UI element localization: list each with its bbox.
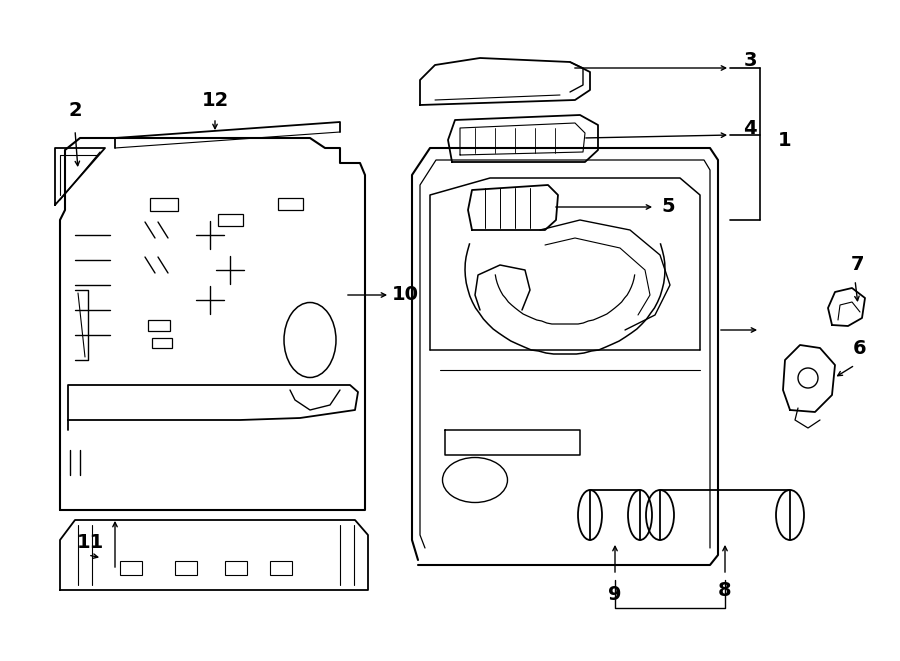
Bar	[225, 561, 247, 575]
Text: 9: 9	[608, 586, 622, 605]
Bar	[152, 338, 172, 348]
Bar	[278, 198, 303, 210]
Text: 8: 8	[718, 580, 732, 600]
Bar	[150, 198, 178, 211]
Text: 7: 7	[851, 256, 865, 274]
Bar	[120, 561, 142, 575]
Bar	[218, 214, 243, 226]
Text: 5: 5	[662, 198, 675, 217]
Text: 4: 4	[743, 118, 757, 137]
Bar	[148, 320, 170, 331]
Text: 2: 2	[68, 100, 82, 120]
Bar	[270, 561, 292, 575]
Text: 11: 11	[76, 533, 104, 551]
Text: 10: 10	[392, 286, 418, 305]
Bar	[175, 561, 197, 575]
Text: 12: 12	[202, 91, 229, 110]
Text: 1: 1	[778, 130, 792, 149]
Text: 3: 3	[743, 50, 757, 69]
Text: 6: 6	[853, 338, 867, 358]
